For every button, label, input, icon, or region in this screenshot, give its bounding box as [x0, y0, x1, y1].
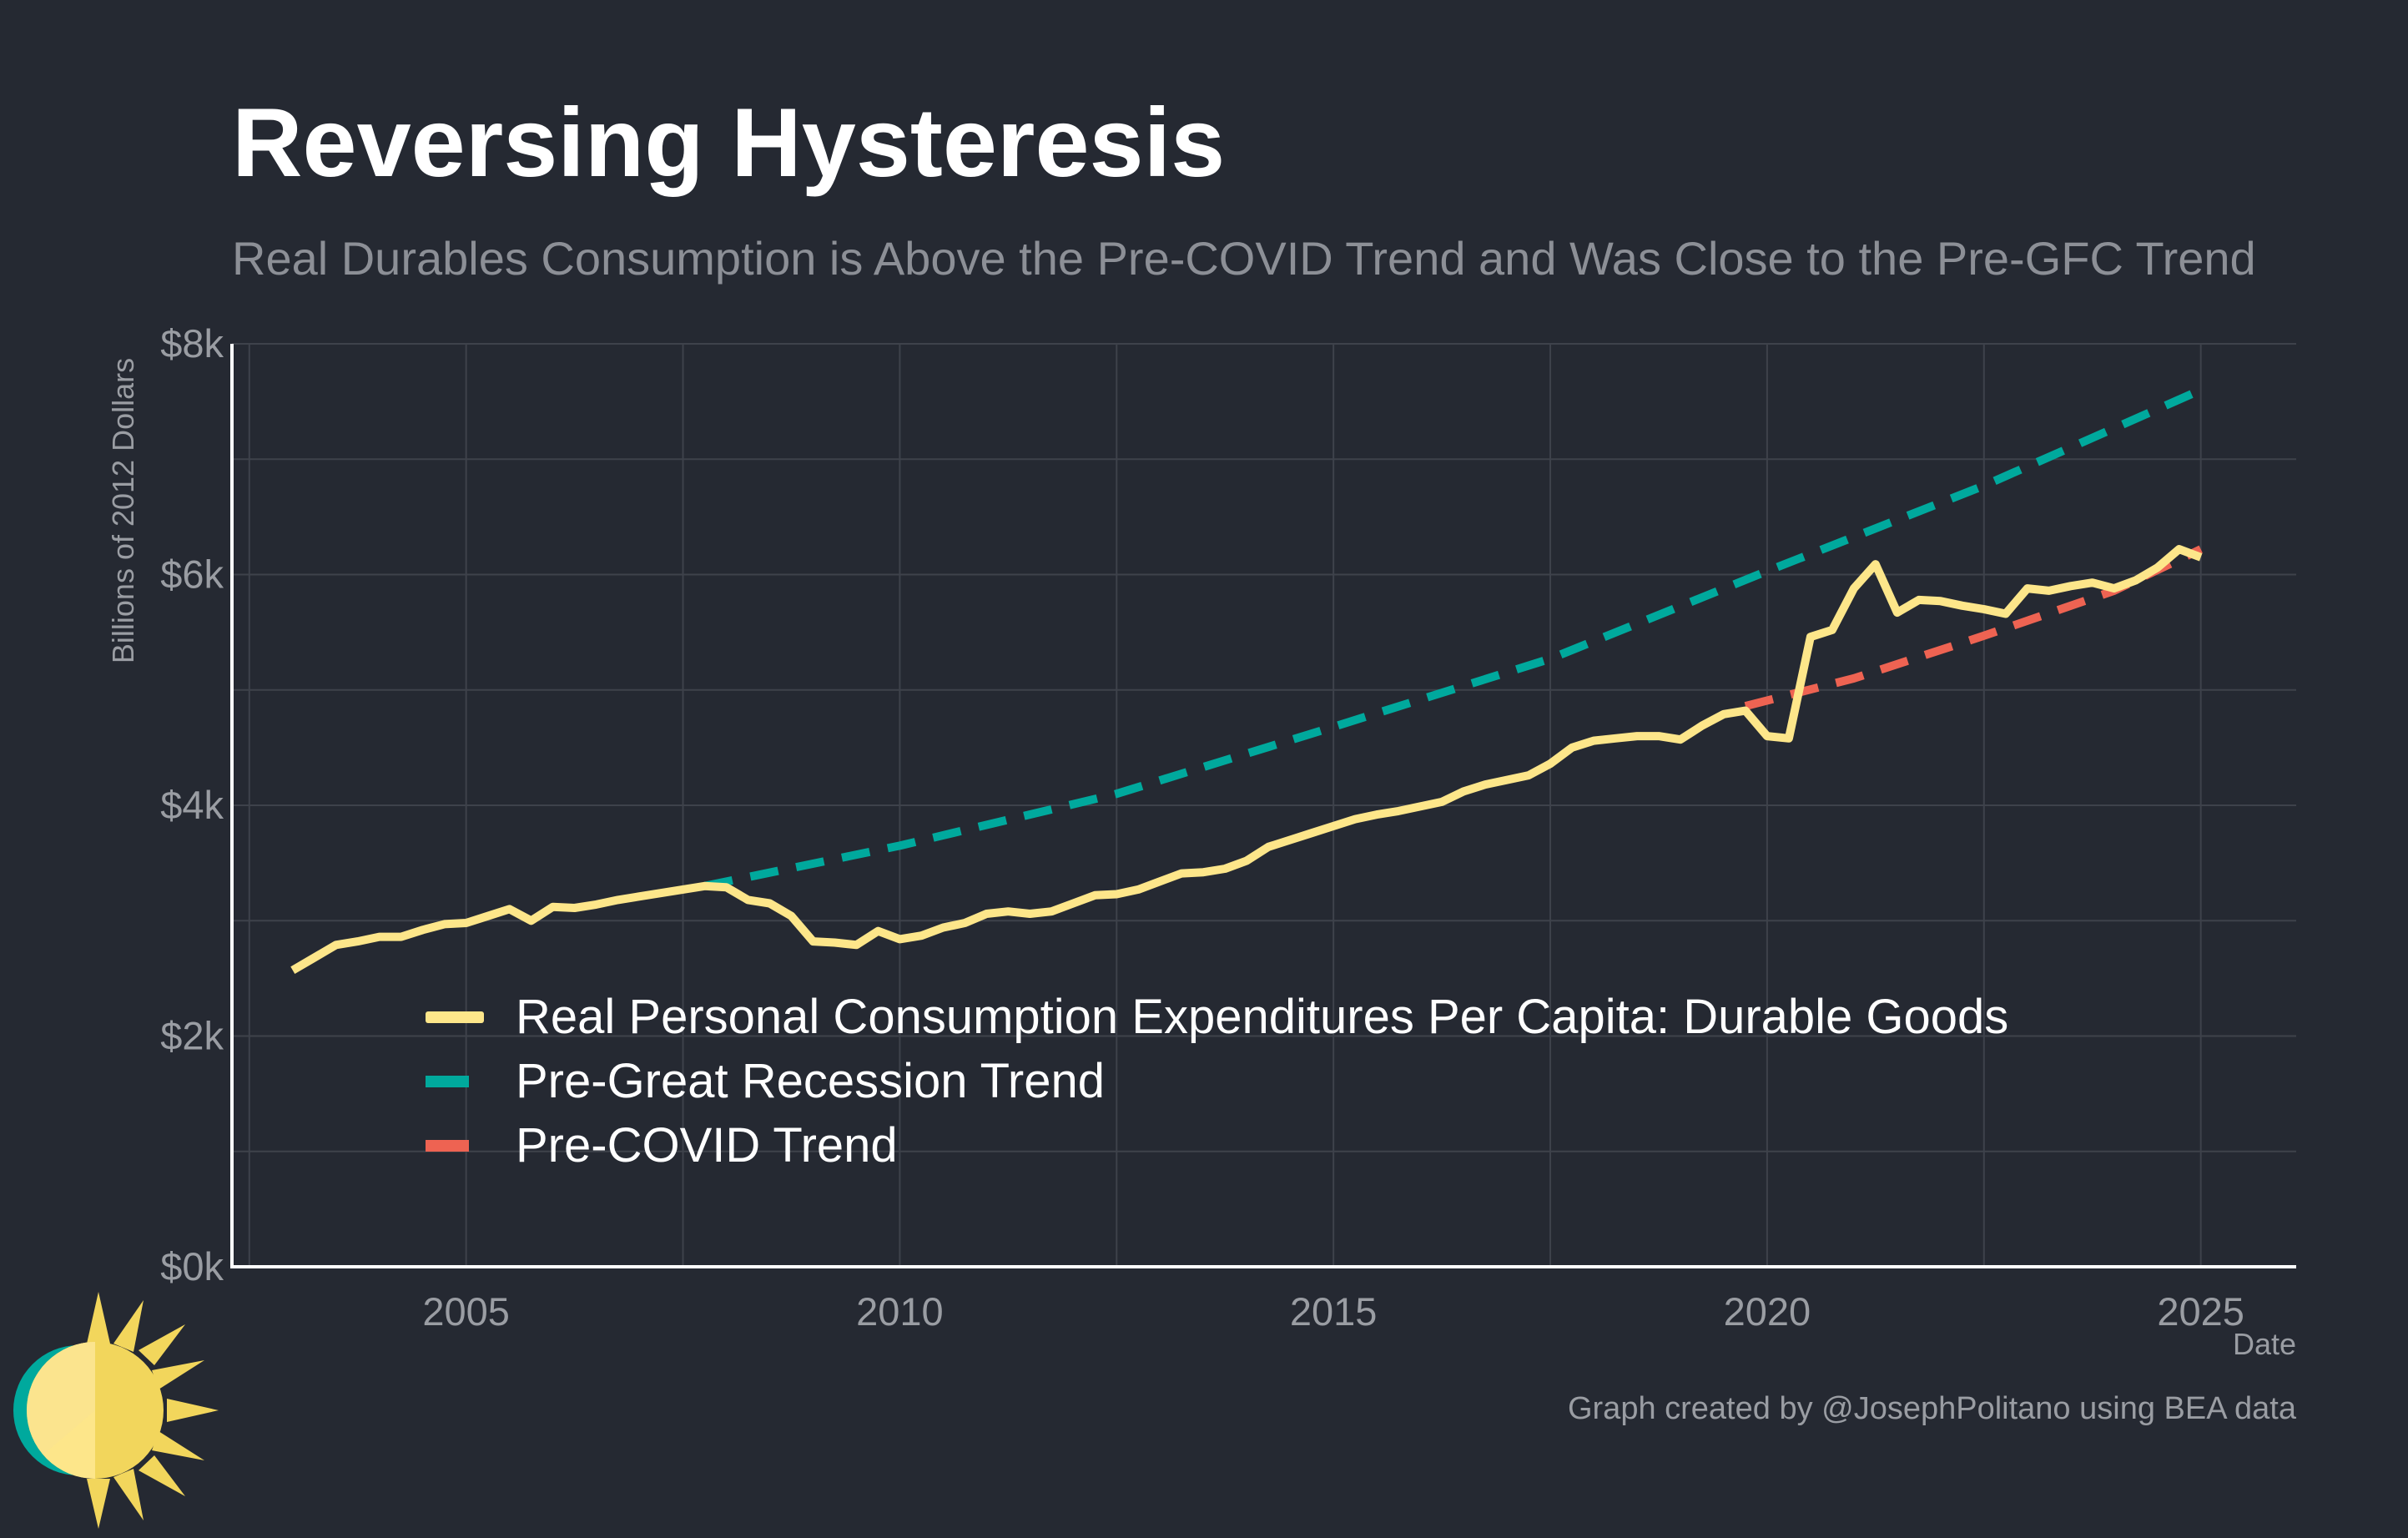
legend-label-pce: Real Personal Consumption Expenditures P… — [516, 989, 2009, 1044]
y-tick-label: $4k — [160, 783, 224, 827]
legend-item-pce: Real Personal Consumption Expenditures P… — [426, 985, 2008, 1049]
legend-label-gfc-trend: Pre-Great Recession Trend — [516, 1053, 1105, 1108]
chart-title: Reversing Hysteresis — [232, 88, 1226, 197]
series-line-pce — [290, 545, 2203, 975]
x-tick-label: 2010 — [856, 1289, 944, 1334]
legend-label-covid-trend: Pre-COVID Trend — [516, 1117, 898, 1172]
legend-item-covid-trend: Pre-COVID Trend — [426, 1113, 2008, 1177]
x-axis-title: Date — [2233, 1327, 2296, 1361]
y-tick-label: $8k — [160, 321, 224, 366]
y-axis-title: Billions of 2012 Dollars — [106, 358, 140, 663]
series-group — [290, 386, 2203, 975]
x-tick-label: 2020 — [1724, 1289, 1811, 1334]
series-line-covid-trend — [1744, 545, 2203, 710]
legend-key-gfc-trend — [426, 1075, 469, 1087]
x-tick-label: 2015 — [1290, 1289, 1378, 1334]
x-tick-label: 2005 — [422, 1289, 510, 1334]
legend-key-covid-trend — [426, 1139, 469, 1152]
series-line-gfc-trend — [703, 386, 2203, 890]
legend-item-gfc-trend: Pre-Great Recession Trend — [426, 1049, 2008, 1113]
chart-subtitle: Real Durables Consumption is Above the P… — [232, 232, 2256, 285]
sun-logo-icon — [13, 1292, 219, 1529]
legend-key-pce — [426, 1011, 484, 1023]
y-tick-label: $6k — [160, 552, 224, 597]
x-tick-label: 2025 — [2157, 1289, 2244, 1334]
grid — [232, 343, 2296, 1267]
y-tick-label: $2k — [160, 1014, 224, 1058]
legend: Real Personal Consumption Expenditures P… — [426, 985, 2008, 1177]
source-credit: Graph created by @JosephPolitano using B… — [1567, 1391, 2296, 1426]
y-tick-label: $0k — [160, 1244, 224, 1288]
axes — [230, 344, 2296, 1268]
